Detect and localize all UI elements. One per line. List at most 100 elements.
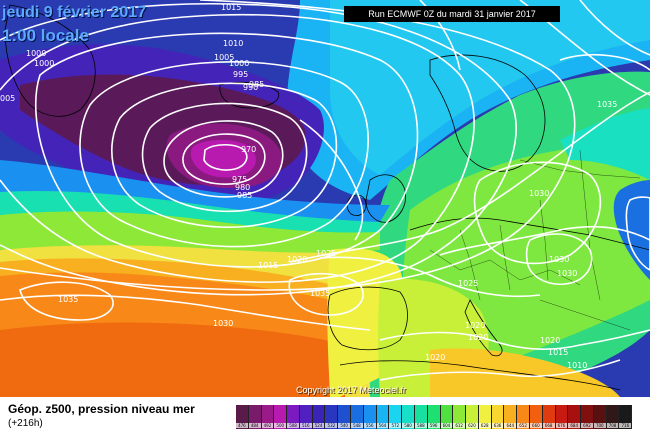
isobar-label: 1015: [548, 348, 568, 357]
isobar-label: 1030: [549, 255, 569, 264]
legend-subtitle: (+216h): [8, 418, 43, 429]
isobar-1035-east: [559, 54, 650, 71]
color-scale-label: 596: [427, 423, 440, 428]
color-scale-cell: 652: [517, 405, 530, 429]
color-scale-cell: 556: [363, 405, 377, 429]
isobar-label: 1025: [458, 279, 478, 288]
isobar-label: 990: [243, 83, 258, 92]
isobar-label: 1000: [26, 49, 46, 58]
isobar-1025-east: [439, 225, 650, 256]
isobar-ireland: [299, 119, 364, 241]
isobar-1020-south: [379, 329, 650, 350]
coast-scandinavia: [429, 54, 546, 172]
color-scale-cell: 596: [427, 405, 441, 429]
color-scale-label: 692: [581, 423, 593, 428]
color-scale-cell: 516: [299, 405, 313, 429]
isobar-label: 1010: [223, 39, 243, 48]
isobar-label: 1015: [258, 261, 278, 270]
copyright-notice: Copyright 2017 Meteociel.fr: [296, 385, 407, 395]
isobar-label: 1000: [229, 59, 249, 68]
color-scale-cell: 692: [581, 405, 594, 429]
color-scale-label: 660: [529, 423, 542, 428]
field-lightblue-north: [330, 0, 650, 175]
color-scale-label: 676: [555, 423, 568, 428]
isobar-label: 980: [235, 183, 250, 192]
isobar-1020: [289, 91, 650, 263]
coastlines: [4, 4, 650, 391]
color-scale-label: 684: [568, 423, 581, 428]
forecast-date-title: jeudi 9 février 2017: [2, 4, 147, 21]
field-deep-orange: [0, 322, 345, 397]
border-2: [459, 229, 481, 301]
isobar-low-1: [203, 143, 248, 171]
color-scale-cell: 636: [491, 405, 505, 429]
color-scale-bar: 476 484 492 500 508 516 524 532 540 548 556 564 572 5…: [236, 405, 633, 429]
color-scale-cell: 612: [453, 405, 467, 429]
isobar-label: 1035: [597, 100, 617, 109]
color-scale-label: 524: [312, 423, 325, 428]
color-scale-label: 636: [491, 423, 504, 428]
coast-britain: [365, 174, 407, 223]
color-scale-label: 588: [414, 423, 427, 428]
isobar-1030-central: [473, 161, 602, 265]
isobar-low-5: [111, 82, 338, 228]
border-5: [579, 149, 601, 301]
isobar-label: 1035: [58, 295, 78, 304]
color-scale-cell: 660: [529, 405, 543, 429]
coast-continent: [409, 217, 650, 251]
isobar-low-3: [163, 120, 284, 198]
color-scale-cell: 492: [261, 405, 275, 429]
isobar-label: 005: [0, 94, 15, 103]
border-3: [499, 224, 511, 291]
isobar-1030-west: [0, 294, 371, 331]
coast-iceland: [219, 81, 280, 109]
isobar-label: 1020: [468, 333, 488, 342]
color-scale-label: 500: [274, 423, 287, 428]
isobar-ring-east: [625, 196, 650, 271]
isobar-label: 1020: [425, 353, 445, 362]
isobar-ne-2: [579, 0, 650, 56]
border-7: [539, 299, 631, 331]
isobar-1025: [319, 256, 541, 298]
coast-africa: [339, 360, 621, 391]
color-scale-label: 716: [619, 423, 632, 428]
color-scale-label: 572: [389, 423, 402, 428]
color-scale-label: 708: [606, 423, 619, 428]
coast-iberia: [327, 286, 408, 351]
isobar-label: 970: [241, 145, 256, 154]
field-orange-africa: [430, 348, 620, 397]
legend-title: Géop. z500, pression niveau mer: [8, 402, 195, 416]
color-scale-cell: 580: [402, 405, 415, 429]
color-scale-label: 556: [363, 423, 376, 428]
isobar-label: 1020: [540, 336, 560, 345]
isobar-label: 1025: [316, 249, 336, 258]
isobar-label: 985: [237, 191, 252, 200]
color-scale-cell: 548: [351, 405, 364, 429]
coast-greenland: [4, 4, 96, 117]
color-scale-label: 564: [376, 423, 389, 428]
isobar-label: 1015: [221, 3, 241, 12]
color-scale-cell: 564: [376, 405, 390, 429]
color-scale-label: 508: [287, 423, 299, 428]
coast-ireland: [346, 194, 367, 216]
isobar-label: 985: [249, 80, 264, 89]
isobar-label: 995: [233, 70, 248, 79]
field-lightgreen-band: [0, 209, 380, 253]
forecast-map: 1015 1010 1005 1000 1000 1000 995 990 98…: [0, 0, 650, 397]
field-cyan-band: [0, 188, 380, 233]
color-scale-cell: 620: [466, 405, 479, 429]
color-scale-label: 652: [517, 423, 529, 428]
color-scale-cell: 500: [274, 405, 288, 429]
color-scale-label: 580: [402, 423, 414, 428]
color-scale-label: 644: [504, 423, 517, 428]
border-4: [539, 199, 549, 281]
color-scale-label: 620: [466, 423, 478, 428]
color-scale-label: 540: [338, 423, 351, 428]
isobar-1035-iberia: [288, 272, 364, 316]
isobar-1000: [34, 32, 419, 268]
color-scale-label: 700: [593, 423, 606, 428]
coast-italy: [464, 299, 503, 357]
isobar-label: 1020: [287, 255, 307, 264]
country-borders: [429, 149, 641, 331]
